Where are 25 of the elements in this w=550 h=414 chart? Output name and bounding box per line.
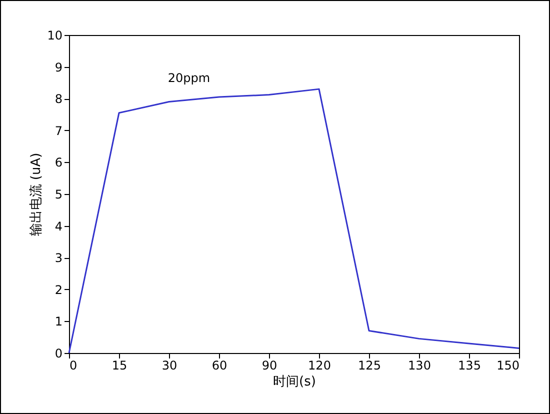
y-tick-label: 5 <box>54 188 62 202</box>
x-tick-label: 150 <box>496 358 520 372</box>
y-tick-label: 2 <box>54 282 62 297</box>
y-tick-label: 0 <box>54 346 62 360</box>
y-tick-label: 1 <box>54 314 62 329</box>
x-tick-label: 120 <box>308 358 331 372</box>
y-tick-label: 6 <box>54 156 62 170</box>
x-tick-label: 0 <box>70 358 78 372</box>
y-tick-label: 3 <box>54 251 62 266</box>
x-axis-title: 时间(s) <box>273 374 316 390</box>
y-tick-label: 9 <box>54 60 62 74</box>
y-tick-label: 8 <box>54 92 62 106</box>
y-tick-label: 10 <box>47 28 62 42</box>
series-label: 20ppm <box>168 70 210 85</box>
y-tick-label: 7 <box>54 124 62 138</box>
x-tick-label: 90 <box>262 358 278 372</box>
y-axis-title: 输出电流 (uA) <box>28 152 44 236</box>
x-tick-label: 15 <box>112 358 128 372</box>
x-tick-label: 125 <box>358 358 381 372</box>
line-series <box>68 88 520 354</box>
x-tick-label: 60 <box>212 358 228 372</box>
x-tick-label: 135 <box>458 358 481 372</box>
y-tick-label: 4 <box>54 219 62 234</box>
x-tick-label: 30 <box>162 358 178 372</box>
x-tick-label: 130 <box>408 358 431 372</box>
